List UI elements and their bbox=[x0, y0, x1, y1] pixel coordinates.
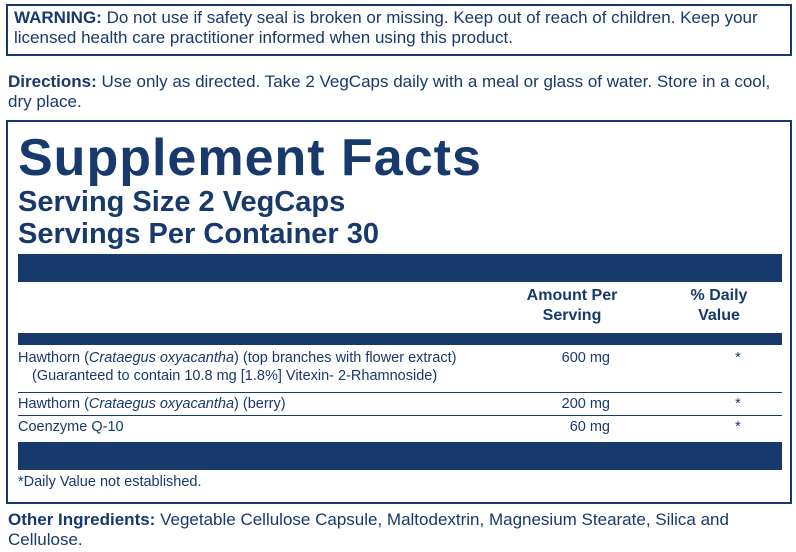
servings-per-container: Servings Per Container 30 bbox=[18, 218, 380, 250]
daily-value: * bbox=[735, 396, 741, 412]
warning: WARNING: Do not use if safety seal is br… bbox=[6, 4, 792, 56]
row-rule bbox=[18, 392, 782, 393]
row-rule bbox=[18, 415, 782, 416]
daily-value: * bbox=[735, 419, 741, 435]
name-part: Hawthorn ( bbox=[18, 350, 89, 366]
amount: 200 mg bbox=[561, 396, 610, 412]
amount-header: Amount Per Serving bbox=[526, 287, 618, 324]
name-part: Hawthorn ( bbox=[18, 396, 89, 412]
header-divider bbox=[18, 333, 782, 345]
daily-value: * bbox=[735, 350, 741, 366]
header-bar bbox=[18, 254, 782, 282]
ingredient-name: Hawthorn (Crataegus oxyacantha) (berry) bbox=[18, 395, 782, 413]
name-part: Crataegus oxyacantha bbox=[88, 396, 235, 412]
ingredient-row: Coenzyme Q-10 60 mg * bbox=[18, 418, 782, 436]
footnote: *Daily Value not established. bbox=[18, 474, 202, 490]
footer-bar bbox=[18, 442, 782, 470]
daily-value-header: % Daily Value bbox=[690, 287, 748, 324]
ingredient-row: Hawthorn (Crataegus oxyacantha) (berry) … bbox=[18, 395, 782, 413]
name-part: Coenzyme Q-10 bbox=[18, 419, 124, 435]
other-ingredients: Other Ingredients: Vegetable Cellulose C… bbox=[8, 510, 788, 550]
directions: Directions: Use only as directed. Take 2… bbox=[8, 72, 788, 112]
ingredient-row: Hawthorn (Crataegus oxyacantha) (top bra… bbox=[18, 349, 782, 385]
amount: 60 mg bbox=[569, 419, 610, 435]
facts-title: Supplement Facts bbox=[18, 129, 482, 187]
ingredient-name: Coenzyme Q-10 bbox=[18, 418, 782, 436]
other-ingredients-label: Other Ingredients: bbox=[8, 510, 156, 529]
warning-text: Do not use if safety seal is broken or m… bbox=[14, 8, 758, 47]
directions-text: Use only as directed. Take 2 VegCaps dai… bbox=[8, 72, 771, 111]
supplement-facts: Supplement Facts Serving Size 2 VegCaps … bbox=[6, 120, 792, 504]
serving-size: Serving Size 2 VegCaps bbox=[18, 186, 346, 218]
name-part: ) (berry) bbox=[234, 396, 286, 412]
directions-label: Directions: bbox=[8, 72, 97, 91]
ingredient-name: Hawthorn (Crataegus oxyacantha) (top bra… bbox=[18, 349, 782, 367]
name-part: Crataegus oxyacantha bbox=[88, 350, 235, 366]
amount: 600 mg bbox=[561, 350, 610, 366]
name-part: ) (top branches with flower extract) bbox=[234, 350, 457, 366]
ingredient-detail: (Guaranteed to contain 10.8 mg [1.8%] Vi… bbox=[32, 368, 438, 384]
warning-label: WARNING: bbox=[14, 8, 102, 27]
other-ingredients-text: Vegetable Cellulose Capsule, Maltodextri… bbox=[8, 510, 729, 549]
